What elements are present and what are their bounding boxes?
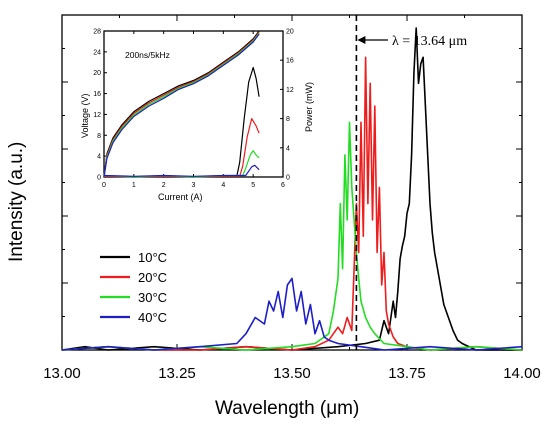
legend-label-10-c: 10°C [138, 250, 167, 265]
inset-series-power-30-c [103, 150, 260, 178]
main-x-axis-title: Wavelength (μm) [215, 398, 359, 419]
inset-y-tick-label: 12 [93, 112, 101, 119]
inset-y2-tick-label: 16 [286, 58, 294, 65]
inset-y2-tick-label: 4 [286, 145, 290, 152]
x-tick-label: 13.25 [158, 365, 196, 382]
inset-x-tick-label: 5 [251, 182, 255, 189]
wavelength-annotation: λ = 13.64 μm [392, 34, 467, 49]
main-series-group [61, 27, 523, 351]
series-line-40-c [61, 277, 523, 351]
main-x-tick-labels: 13.00 13.25 13.50 13.75 14.00 [43, 365, 541, 382]
inset-y2-tick-label: 8 [286, 116, 290, 123]
inset-y-tick-label: 20 [93, 70, 101, 77]
x-tick-label: 14.00 [503, 365, 541, 382]
inset-y2-tick-label: 20 [286, 29, 294, 36]
inset-series-power-40-c [103, 164, 260, 177]
inset-left-axis-title: Voltage (V) [80, 93, 90, 138]
inset-title: 200ns/5kHz [125, 50, 170, 60]
inset-y2-tick-label: 12 [286, 87, 294, 94]
inset-series-voltage-20-c [103, 31, 260, 178]
inset-y2-tick-label: 0 [286, 175, 290, 182]
inset-x-tick-label: 3 [192, 182, 196, 189]
legend-label-30-c: 30°C [138, 290, 167, 305]
inset-y-tick-label: 28 [93, 29, 101, 36]
annotation-arrow [357, 36, 388, 44]
inset-x-tick-label: 6 [281, 182, 285, 189]
inset-y-tick-label: 24 [93, 49, 101, 56]
inset-y-tick-label: 0 [97, 175, 101, 182]
inset-right-axis-title: Power (mW) [304, 82, 314, 132]
series-line-30-c [61, 121, 523, 351]
inset-x-tick-label: 2 [162, 182, 166, 189]
inset-series-voltage-30-c [103, 32, 260, 178]
main-y-axis-title: Intensity (a.u.) [6, 142, 27, 262]
inset-x-tick-label: 4 [221, 182, 225, 189]
inset-x-tick-label: 1 [132, 182, 136, 189]
inset-x-tick-label: 0 [102, 182, 106, 189]
legend: 10°C 20°C 30°C 40°C [100, 250, 167, 325]
inset-series-power-20-c [103, 117, 260, 178]
inset-series-voltage-40-c [103, 33, 260, 178]
inset-y-tick-label: 4 [97, 154, 101, 161]
series-line-10-c [61, 27, 522, 351]
inset-y-tick-label: 8 [97, 133, 101, 140]
x-tick-label: 13.75 [388, 365, 426, 382]
legend-label-40-c: 40°C [138, 310, 167, 325]
inset-x-axis-title: Current (A) [158, 192, 203, 202]
inset-series-voltage-10-c [103, 30, 260, 178]
legend-label-20-c: 20°C [138, 270, 167, 285]
x-tick-label: 13.00 [43, 365, 81, 382]
series-line-20-c [61, 56, 523, 351]
inset-y-tick-label: 16 [93, 91, 101, 98]
inset-series-group [103, 30, 260, 178]
x-tick-label: 13.50 [273, 365, 311, 382]
